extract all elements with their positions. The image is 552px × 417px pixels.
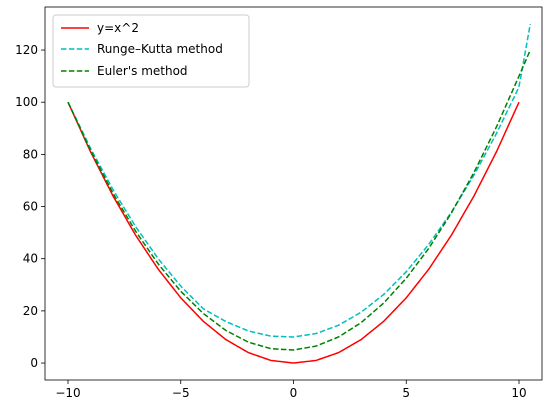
legend-label-y-x2: y=x^2 <box>97 21 139 35</box>
y-tick-label: 60 <box>23 200 38 214</box>
y-tick-label: 100 <box>15 95 38 109</box>
x-tick-label: −5 <box>172 386 190 400</box>
legend-label-runge-kutta: Runge–Kutta method <box>97 42 223 56</box>
x-tick-label: 5 <box>402 386 410 400</box>
legend-label-euler: Euler's method <box>97 64 188 78</box>
x-tick-label: 0 <box>290 386 298 400</box>
legend: y=x^2 Runge–Kutta method Euler's method <box>53 15 249 87</box>
y-tick-label: 80 <box>23 147 38 161</box>
y-tick-label: 0 <box>30 356 38 370</box>
x-tick-label: −10 <box>55 386 80 400</box>
y-tick-label: 120 <box>15 43 38 57</box>
y-tick-label: 20 <box>23 304 38 318</box>
y-tick-label: 40 <box>23 252 38 266</box>
x-tick-label: 10 <box>511 386 526 400</box>
